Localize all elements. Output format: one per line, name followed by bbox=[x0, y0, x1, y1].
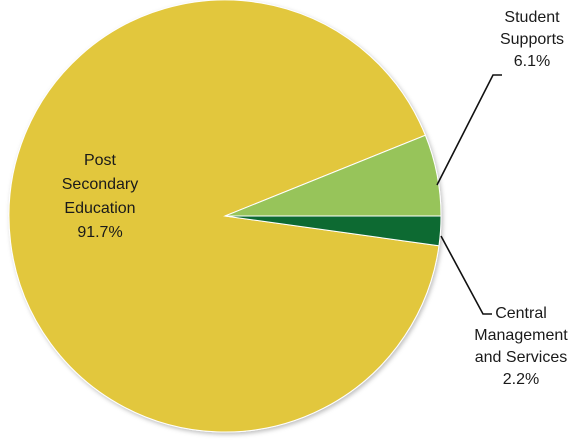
data-label-post-secondary-education: Post Secondary Education 91.7% bbox=[62, 152, 139, 241]
pie-slice-post-secondary-education bbox=[8, 0, 440, 433]
leader-line-student-supports bbox=[436, 74, 502, 186]
data-label-central-management-and-services: Central Management and Services 2.2% bbox=[474, 305, 568, 388]
leader-line-central-management bbox=[440, 235, 492, 315]
pie-slice-student-supports bbox=[224, 134, 442, 217]
data-label-student-supports: Student Supports 6.1% bbox=[500, 9, 564, 70]
